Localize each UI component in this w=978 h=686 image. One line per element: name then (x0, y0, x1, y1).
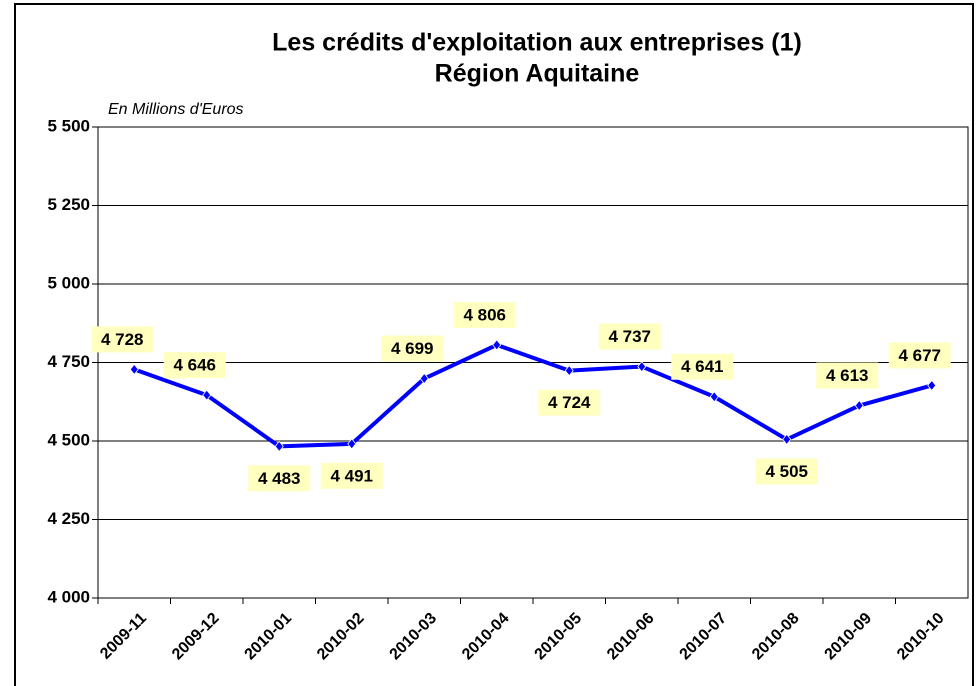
marker (274, 440, 284, 452)
marker (347, 438, 357, 450)
y-tick-label: 4 750 (47, 352, 90, 371)
y-tick-label: 4 250 (47, 509, 90, 528)
data-label: 4 737 (608, 327, 651, 346)
marker (129, 363, 139, 376)
data-label-box (671, 353, 734, 380)
y-tick-label: 5 500 (47, 116, 90, 135)
marker (419, 372, 429, 385)
data-label: 4 491 (330, 466, 373, 485)
marker (492, 339, 502, 351)
chart-subtitle: Région Aquitaine (435, 60, 640, 88)
marker (202, 389, 212, 401)
data-label-box (163, 352, 226, 379)
marker (927, 379, 937, 392)
y-tick-label: 5 250 (47, 195, 90, 214)
data-label: 4 505 (765, 462, 808, 481)
y-tick-label: 4 000 (47, 587, 90, 606)
y-tick-label: 4 500 (47, 430, 90, 449)
data-label-box (755, 458, 818, 485)
data-label-box (248, 465, 311, 492)
marker (564, 365, 574, 377)
data-label: 4 806 (463, 305, 506, 324)
data-label: 4 724 (548, 393, 591, 412)
data-label: 4 483 (258, 469, 301, 488)
marker (709, 391, 719, 403)
data-label: 4 646 (173, 356, 216, 375)
data-label-box (453, 301, 516, 328)
data-label-box (816, 362, 879, 389)
data-label-box (91, 326, 154, 353)
data-label: 4 613 (826, 366, 869, 385)
data-label-box (888, 342, 951, 369)
marker (854, 399, 864, 412)
data-label-box (538, 389, 601, 416)
data-label: 4 728 (101, 330, 144, 349)
data-label: 4 641 (681, 357, 724, 376)
marker (782, 433, 792, 446)
y-tick-label: 5 000 (47, 273, 90, 292)
y-axis-label: En Millions d'Euros (108, 101, 244, 118)
data-label-box (320, 462, 383, 489)
data-label: 4 699 (391, 339, 434, 358)
marker (637, 360, 647, 373)
chart-frame (14, 3, 974, 686)
line (133, 342, 933, 449)
chart-title: Les crédits d'exploitation aux entrepris… (272, 29, 802, 57)
data-label: 4 677 (898, 346, 941, 365)
data-label-box (381, 335, 444, 362)
data-label-box (598, 323, 661, 350)
